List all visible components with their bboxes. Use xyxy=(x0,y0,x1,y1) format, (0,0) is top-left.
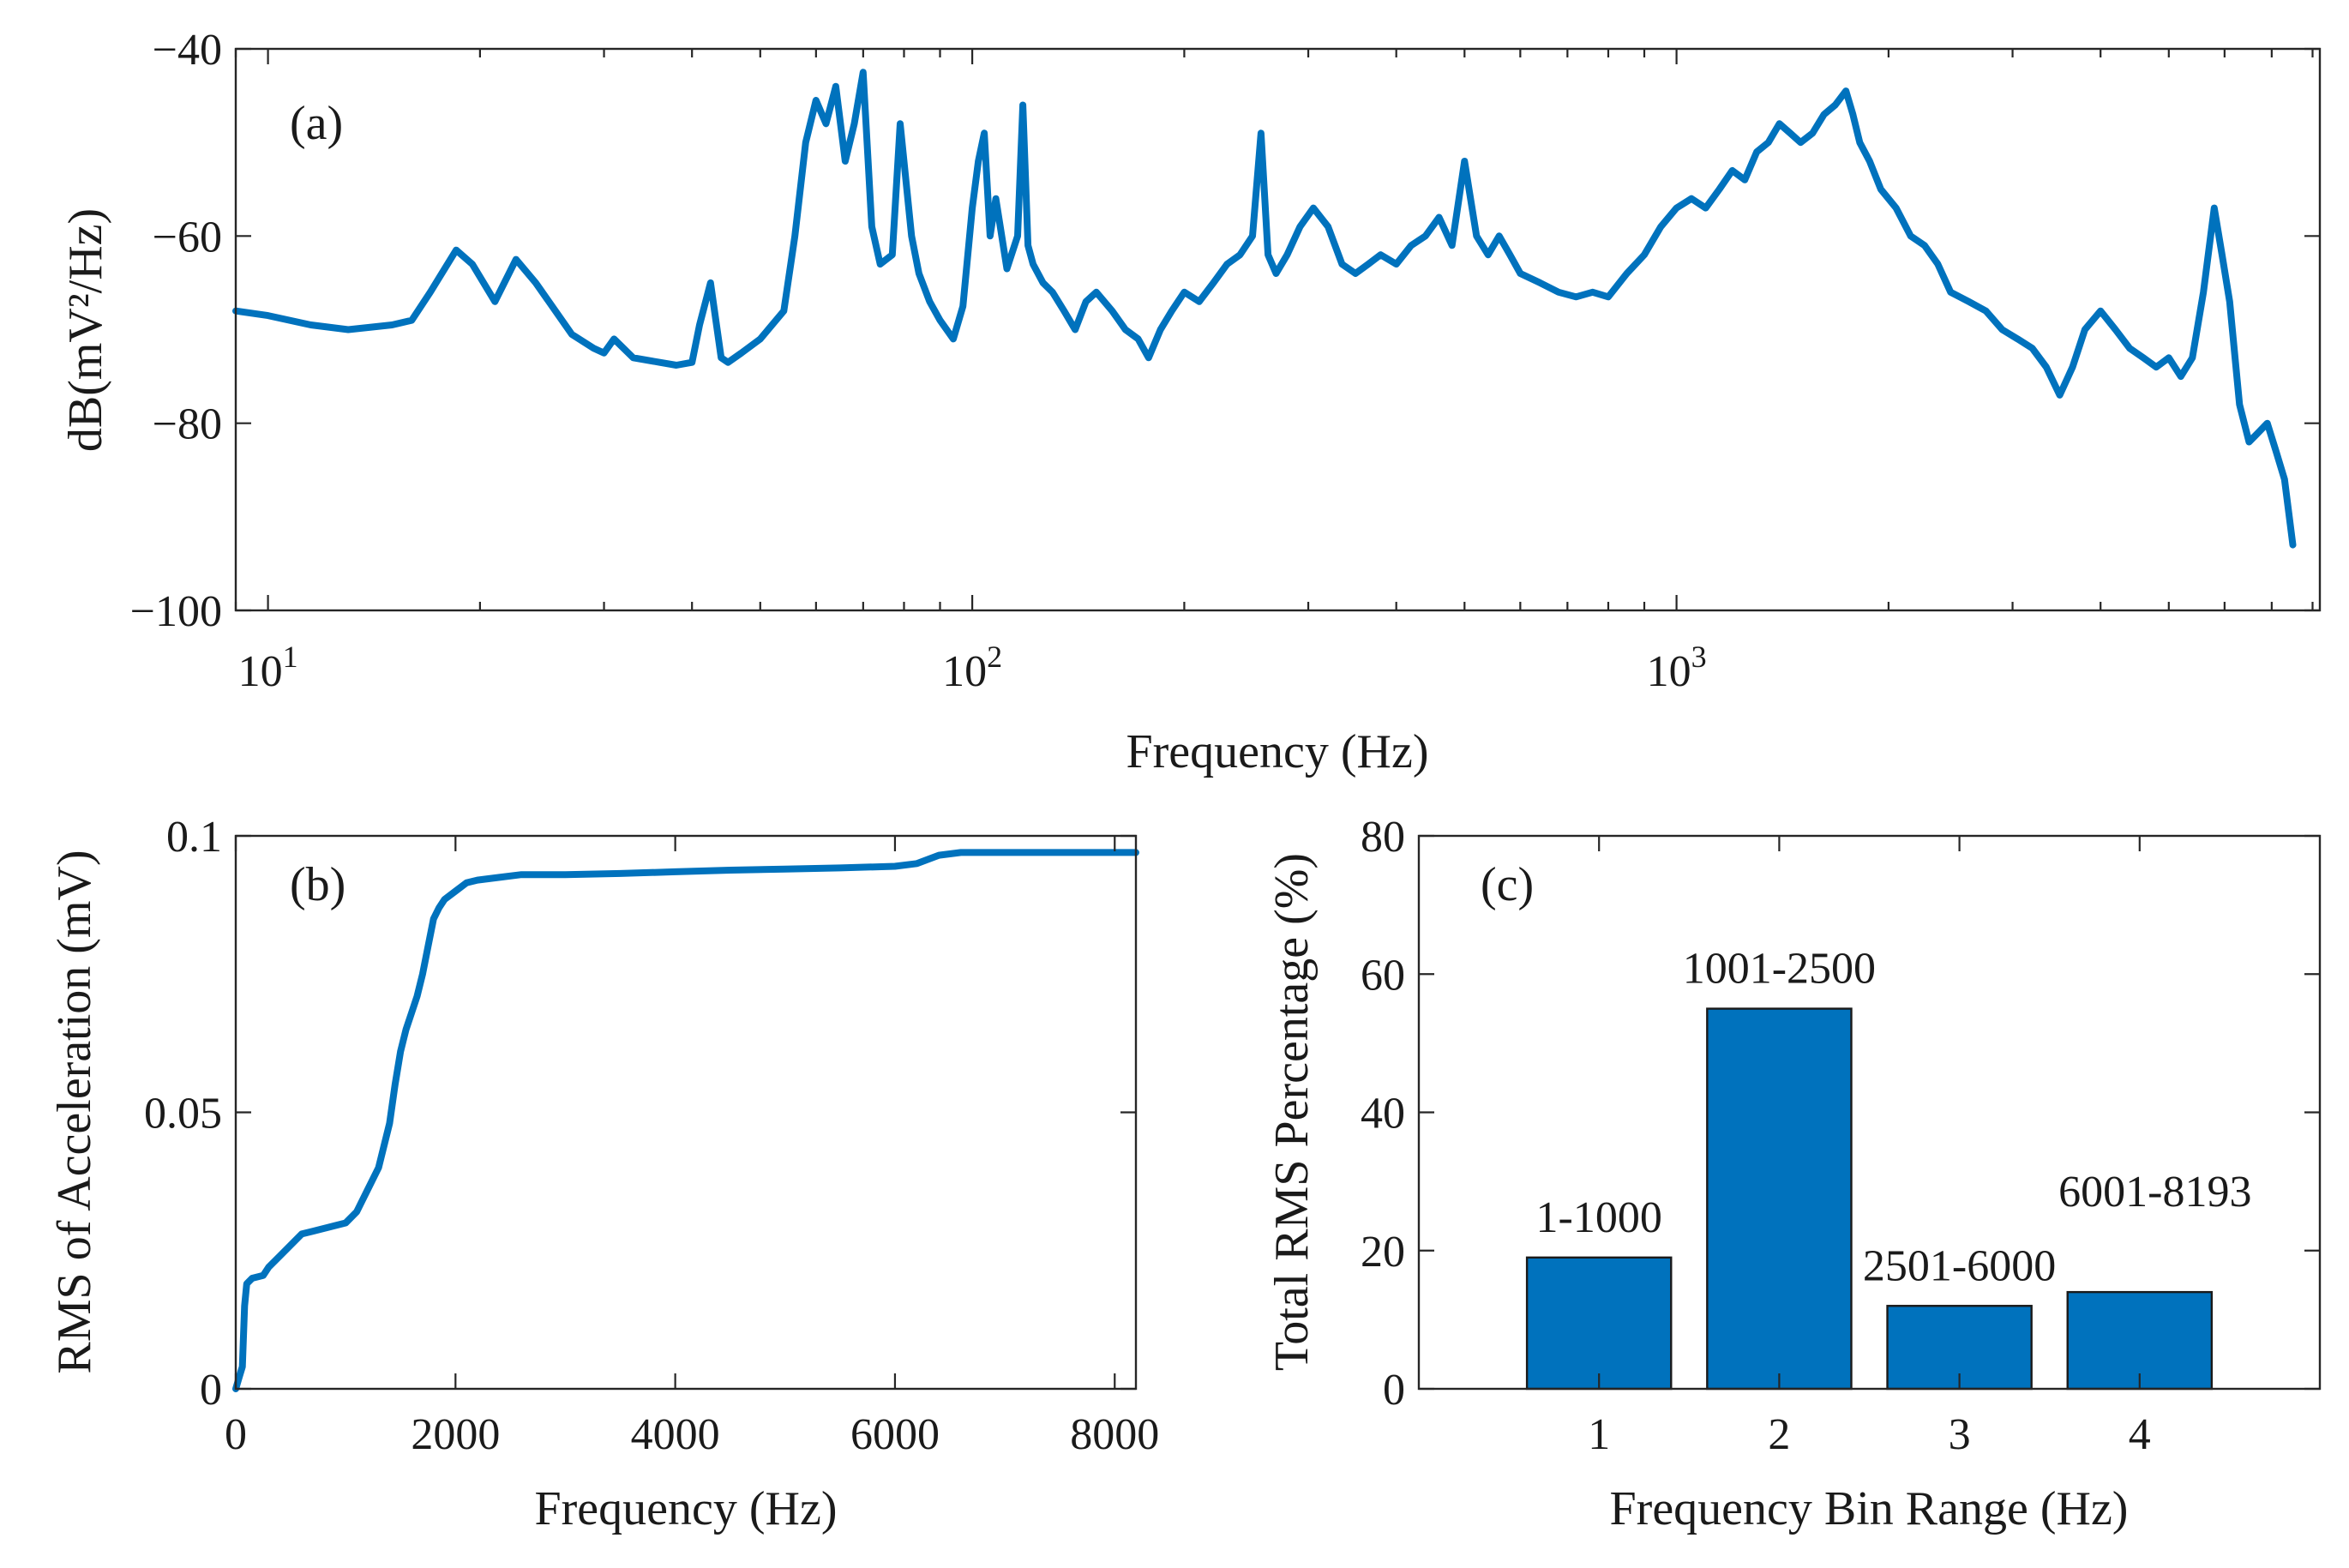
x-tick-label: 8000 xyxy=(1070,1410,1159,1459)
x-tick-label: 2 xyxy=(1768,1410,1790,1459)
x-tick-label: 6000 xyxy=(850,1410,940,1459)
panel-b-axes-box xyxy=(234,834,1138,1391)
panel-b-plot-content xyxy=(232,849,1139,1392)
x-tick-label: 101 xyxy=(238,640,298,696)
panel-c-x-axis-label: Frequency Bin Range (Hz) xyxy=(1610,1482,2129,1535)
bar-label-2: 1001-2500 xyxy=(1683,945,1876,994)
bar-2 xyxy=(1706,1007,1853,1391)
panel-b-ticks: 0 0.05 0.1 0 2000 4000 6000 8000 xyxy=(144,813,1159,1459)
x-tick-label: 4 xyxy=(2129,1410,2151,1459)
panel-b: 0 0.05 0.1 0 2000 4000 6000 8000 (b) Frequency … xyxy=(48,813,1159,1535)
y-tick-label: 0 xyxy=(200,1366,222,1415)
x-tick-label: 103 xyxy=(1647,640,1707,696)
x-tick-label: 0 xyxy=(225,1410,247,1459)
y-tick-label: −60 xyxy=(153,213,222,261)
y-tick-label: −40 xyxy=(153,26,222,75)
bar-label-3: 2501-6000 xyxy=(1863,1241,2056,1290)
y-tick-label: 0.05 xyxy=(144,1090,222,1138)
panel-a-x-axis-label: Frequency (Hz) xyxy=(1126,725,1429,778)
y-tick-label: 20 xyxy=(1361,1228,1405,1277)
y-tick-label: 60 xyxy=(1361,951,1405,1000)
panel-a-plot-content xyxy=(232,69,2297,549)
y-tick-label: 0 xyxy=(1383,1366,1405,1415)
x-tick-label: 3 xyxy=(1949,1410,1971,1459)
y-tick-label: −100 xyxy=(130,587,222,636)
y-tick-label: −80 xyxy=(153,400,222,449)
x-tick-label: 4000 xyxy=(631,1410,720,1459)
y-tick-label: 40 xyxy=(1361,1090,1405,1138)
panel-a: −100 −80 −60 −40 101 102 103 (a) Frequency (Hz… xyxy=(59,26,2322,778)
y-tick-label: 0.1 xyxy=(166,813,222,862)
panel-c-y-axis-label: Total RMS Percentage (%) xyxy=(1265,853,1319,1371)
panel-a-axes-box xyxy=(234,47,2322,612)
x-tick-label: 2000 xyxy=(411,1410,500,1459)
x-tick-label: 1 xyxy=(1588,1410,1610,1459)
panel-b-y-axis-label: RMS of Acceleration (mV) xyxy=(48,850,101,1373)
psd-series-line xyxy=(232,69,2297,549)
panel-a-ticks: −100 −80 −60 −40 101 102 103 xyxy=(130,26,2320,696)
bar-1 xyxy=(1525,1256,1673,1391)
panel-c-ticks: 0 20 40 60 80 1 2 3 4 xyxy=(1361,813,2320,1459)
bar-label-1: 1-1000 xyxy=(1536,1193,1662,1242)
rms-series-line xyxy=(232,849,1139,1392)
panel-c-label: (c) xyxy=(1481,858,1534,911)
x-tick-label: 102 xyxy=(942,640,1002,696)
panel-a-y-axis-label: dB(mV²/Hz) xyxy=(59,208,112,452)
y-tick-label: 80 xyxy=(1361,813,1405,862)
bar-label-4: 6001-8193 xyxy=(2058,1168,2251,1217)
panel-a-label: (a) xyxy=(290,97,343,150)
panel-b-label: (b) xyxy=(290,858,345,911)
panel-b-x-axis-label: Frequency (Hz) xyxy=(535,1482,838,1535)
